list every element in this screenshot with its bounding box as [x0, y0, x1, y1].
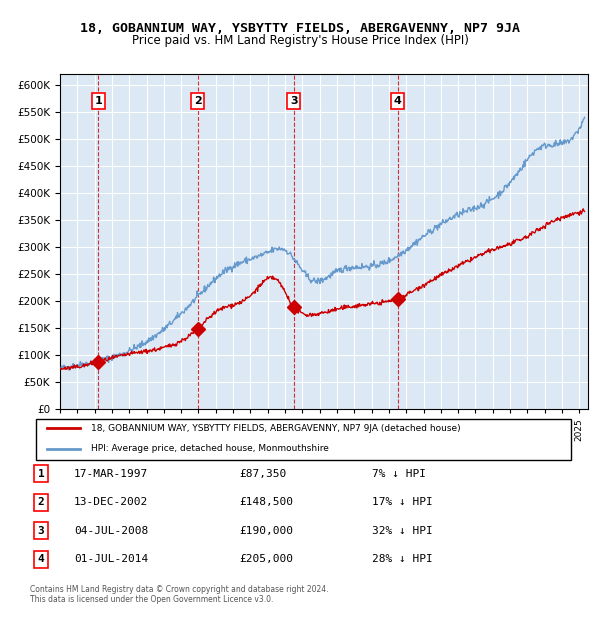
Text: Price paid vs. HM Land Registry's House Price Index (HPI): Price paid vs. HM Land Registry's House …	[131, 34, 469, 47]
Text: 3: 3	[290, 96, 298, 106]
Text: £87,350: £87,350	[240, 469, 287, 479]
Text: 17% ↓ HPI: 17% ↓ HPI	[372, 497, 433, 507]
Text: 01-JUL-2014: 01-JUL-2014	[74, 554, 148, 564]
Text: 2: 2	[38, 497, 44, 507]
Text: 4: 4	[38, 554, 44, 564]
Text: 3: 3	[38, 526, 44, 536]
Text: HPI: Average price, detached house, Monmouthshire: HPI: Average price, detached house, Monm…	[91, 445, 329, 453]
Text: Contains HM Land Registry data © Crown copyright and database right 2024.
This d: Contains HM Land Registry data © Crown c…	[30, 585, 329, 604]
Text: £148,500: £148,500	[240, 497, 294, 507]
Text: 17-MAR-1997: 17-MAR-1997	[74, 469, 148, 479]
Text: 28% ↓ HPI: 28% ↓ HPI	[372, 554, 433, 564]
Text: 32% ↓ HPI: 32% ↓ HPI	[372, 526, 433, 536]
Text: 1: 1	[38, 469, 44, 479]
Text: 1: 1	[94, 96, 102, 106]
Text: 13-DEC-2002: 13-DEC-2002	[74, 497, 148, 507]
Text: 7% ↓ HPI: 7% ↓ HPI	[372, 469, 426, 479]
Text: 2: 2	[194, 96, 202, 106]
Text: £190,000: £190,000	[240, 526, 294, 536]
Text: 18, GOBANNIUM WAY, YSBYTTY FIELDS, ABERGAVENNY, NP7 9JA: 18, GOBANNIUM WAY, YSBYTTY FIELDS, ABERG…	[80, 22, 520, 35]
Text: 4: 4	[394, 96, 401, 106]
Text: £205,000: £205,000	[240, 554, 294, 564]
Text: 18, GOBANNIUM WAY, YSBYTTY FIELDS, ABERGAVENNY, NP7 9JA (detached house): 18, GOBANNIUM WAY, YSBYTTY FIELDS, ABERG…	[91, 424, 460, 433]
Text: 04-JUL-2008: 04-JUL-2008	[74, 526, 148, 536]
FancyBboxPatch shape	[35, 418, 571, 459]
